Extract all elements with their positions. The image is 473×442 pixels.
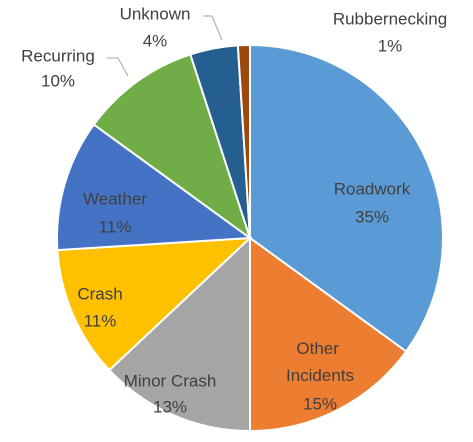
slice-value-label: 15% [303, 394, 337, 413]
slice-label: Rubbernecking [333, 9, 447, 28]
slice-value-label: 35% [355, 207, 389, 226]
slice-label: Minor Crash [124, 371, 217, 390]
slice-label: Unknown [120, 4, 191, 23]
pie [56, 43, 444, 433]
slice-value-label: 13% [153, 397, 187, 416]
slice-label: Other Incidents [286, 339, 354, 385]
leader-line [107, 57, 129, 77]
pie-slice [249, 236, 408, 433]
slice-label: Weather [83, 189, 147, 208]
labels: Roadwork 35% Other Incidents 15% Minor Crash… [21, 4, 447, 416]
slice-value-label: 4% [143, 31, 168, 50]
slice-value-label: 1% [378, 36, 403, 55]
pie-slice [92, 53, 252, 241]
pie-slice [249, 43, 444, 353]
pie-slice [56, 236, 253, 372]
slice-label: Recurring [21, 46, 95, 65]
leader-line [203, 15, 223, 41]
slice-value-label: 10% [41, 71, 75, 90]
slice-value-label: 11% [84, 311, 117, 330]
pie-slice [56, 123, 253, 252]
pie-slice [107, 235, 251, 433]
slice-label: Roadwork [334, 179, 411, 198]
slice-label: Crash [77, 284, 122, 303]
slice-value-label: 11% [99, 217, 132, 236]
pie-slice [236, 43, 251, 239]
